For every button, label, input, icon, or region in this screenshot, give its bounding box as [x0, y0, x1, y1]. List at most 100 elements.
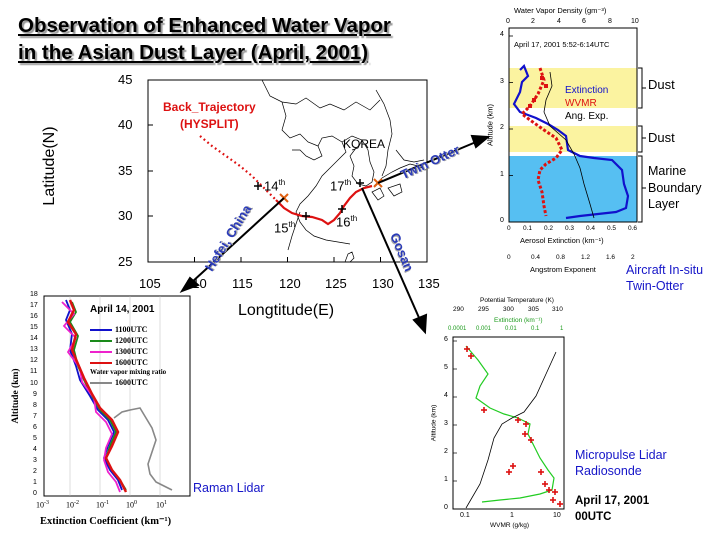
raman-legend-1600: 1600UTC [115, 358, 148, 367]
date-label-15-day: 15 [274, 220, 289, 236]
mpl-ytick-1: 1 [444, 476, 448, 483]
mpl-top-tick-2-0: 0.0001 [448, 326, 467, 332]
mpl-top-title-1: Potential Temperature (K) [480, 297, 554, 304]
aircraft-ytick-4: 4 [500, 31, 504, 38]
map-xtick-110: 110 [186, 276, 207, 291]
aircraft-bottom-tick-2-2: 0.8 [556, 254, 566, 261]
aircraft-bottom-tick-1-5: 0.5 [607, 225, 617, 232]
raman-wv-profile [113, 407, 173, 491]
date-label-16: 16th [336, 214, 357, 229]
aircraft-top-tick-4: 4 [557, 18, 561, 25]
raman-xtick-m1-exp: -1 [104, 500, 109, 506]
raman-xtick-1-exp: 1 [164, 500, 167, 506]
mpl-top-tick-305: 305 [528, 306, 539, 313]
title-line-2: in the Asian Dust Layer (April, 2001) [18, 41, 369, 64]
layer-label-dust-lower: Dust [648, 130, 675, 145]
raman-wv-legend-title: Water vapor mixing ratio [90, 368, 167, 376]
raman-ytick-3: 3 [33, 457, 37, 464]
map-xlabel: Longtitude(E) [238, 302, 335, 319]
aircraft-legend-extinction: Extinction [565, 85, 609, 96]
map-xtick-135: 135 [418, 276, 440, 291]
mpl-ytick-4: 4 [444, 392, 448, 399]
map-xtick-130: 130 [372, 276, 394, 291]
raman-ytick-18: 18 [30, 291, 38, 298]
map-xtick-125: 125 [325, 276, 347, 291]
raman-ytick-12: 12 [30, 357, 38, 364]
raman-legend-1200: 1200UTC [115, 336, 148, 345]
wvmr-profile [519, 67, 564, 217]
map-ytick-45: 45 [118, 72, 133, 87]
aircraft-bottom-tick-1-4: 0.4 [586, 225, 596, 232]
korea-label: KOREA [343, 137, 386, 151]
map-ytick-30: 30 [118, 208, 133, 223]
site-label-twin-otter: Twin Otter [398, 141, 462, 183]
aircraft-date-text: April 17, 2001 5:52-6:14UTC [514, 40, 610, 49]
mpl-top-tick-300: 300 [503, 306, 514, 313]
aircraft-caption-line-1: Aircraft In-situ [626, 263, 704, 277]
aircraft-top-tick-6: 6 [582, 18, 586, 25]
raman-ytick-14: 14 [30, 335, 38, 342]
mpl-ytick-6: 6 [444, 336, 448, 343]
raman-1300utc [61, 301, 121, 493]
aircraft-ylabel: Altitude (km) [485, 103, 495, 147]
aircraft-bottom-title-2: Angstrom Exponent [530, 265, 596, 274]
aircraft-ytick-2: 2 [500, 124, 504, 131]
mpl-ytick-2: 2 [444, 448, 448, 455]
date-label-15: 15th [274, 220, 295, 235]
aircraft-ytick-3: 3 [500, 78, 504, 85]
mpl-top-tick-2-1: 0.001 [476, 326, 492, 332]
aircraft-legend-angexp: Ang. Exp. [565, 111, 609, 122]
raman-xtick-1: 101 [156, 500, 167, 510]
trajectory-label-1: Back_Trajectory [163, 100, 256, 114]
title-line-1: Observation of Enhanced Water Vapor [18, 14, 391, 37]
date-label-14-day: 14 [264, 178, 279, 194]
aircraft-ytick-1: 1 [500, 171, 504, 178]
slide-title: Observation of Enhanced Water Vapor in t… [18, 12, 391, 66]
mpl-xlabel: WVMR (g/kg) [490, 522, 529, 529]
raman-ytick-4: 4 [33, 446, 37, 453]
aircraft-bottom-tick-2-4: 1.6 [606, 254, 616, 261]
mpl-caption-line-1: Micropulse Lidar [575, 448, 667, 462]
aircraft-top-axis-title: Water Vapor Density (gm⁻³) [514, 6, 607, 15]
raman-xtick-m1: 10-1 [96, 500, 109, 510]
aircraft-top-tick-2: 2 [531, 18, 535, 25]
layer-label-marine-3: Layer [648, 197, 680, 211]
aircraft-frame [508, 27, 638, 223]
raman-xtick-m2: 10-2 [66, 500, 79, 510]
mpl-xtick-0.1: 0.1 [460, 512, 470, 519]
aircraft-bottom-tick-2-5: 2 [631, 254, 635, 261]
date-label-14-suffix: th [278, 178, 286, 187]
map-ytick-35: 35 [118, 163, 133, 178]
mpl-ytick-0: 0 [444, 504, 448, 511]
map-xtick-115: 115 [232, 276, 253, 291]
aircraft-legend-wvmr: WVMR [565, 98, 597, 109]
raman-1100utc [65, 299, 123, 491]
mpl-top-tick-2-2: 0.01 [505, 326, 517, 332]
aircraft-bottom-tick-2-0: 0 [507, 254, 511, 261]
raman-ytick-0: 0 [33, 490, 37, 497]
mpl-potential-temp [465, 351, 557, 509]
raman-xtick-m3: 10-3 [36, 500, 49, 510]
mpl-ytick-5: 5 [444, 364, 448, 371]
raman-legend-1300: 1300UTC [115, 347, 148, 356]
raman-ytick-10: 10 [30, 380, 38, 387]
raman-ytick-8: 8 [33, 402, 37, 409]
aircraft-bottom-tick-1-0: 0 [507, 225, 511, 232]
raman-ytick-6: 6 [33, 424, 37, 431]
map-ylabel: Latitude(N) [41, 126, 58, 206]
aircraft-ytick-0: 0 [500, 217, 504, 224]
raman-caption: Raman Lidar [193, 481, 265, 495]
mpl-date-line-2: 00UTC [575, 511, 612, 523]
mpl-top-tick-2-4: 1 [560, 326, 564, 332]
mpl-top-tick-295: 295 [478, 306, 489, 313]
date-label-16-suffix: th [350, 214, 358, 223]
mpl-xtick-1: 1 [510, 512, 514, 519]
raman-ytick-16: 16 [30, 313, 38, 320]
raman-ytick-17: 17 [30, 302, 38, 309]
aircraft-bottom-tick-2-1: 0.4 [531, 254, 541, 261]
map-ytick-25: 25 [118, 254, 133, 269]
aircraft-bottom-tick-1-2: 0.2 [544, 225, 554, 232]
aircraft-caption-line-2: Twin-Otter [626, 279, 684, 293]
raman-ytick-1: 1 [33, 479, 37, 486]
